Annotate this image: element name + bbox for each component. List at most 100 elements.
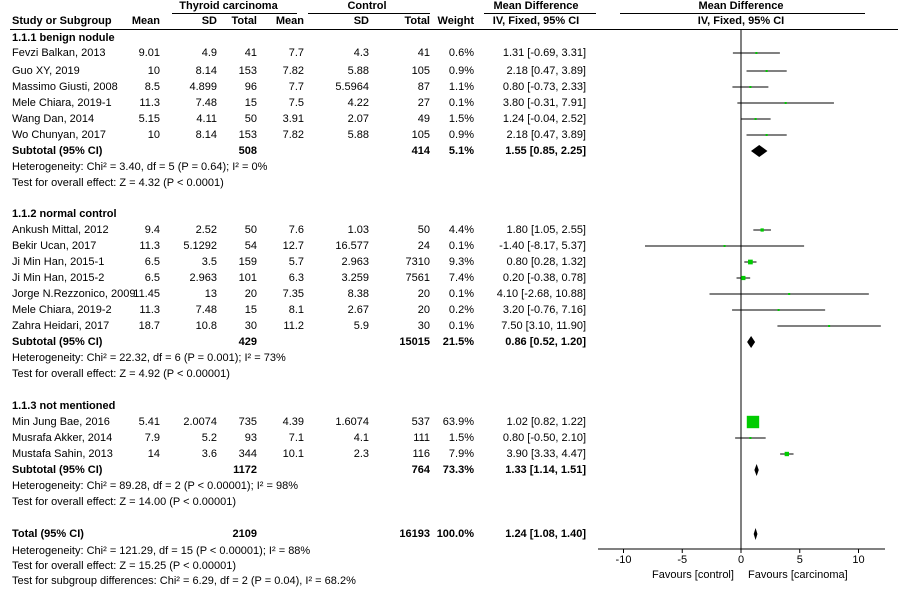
- study-sd2: 5.5964: [335, 81, 369, 93]
- x-tick-label: 10: [852, 554, 864, 566]
- summary-diamond: [753, 528, 758, 540]
- study-ci: 7.50 [3.10, 11.90]: [501, 320, 586, 332]
- study-sd2: 4.22: [347, 97, 369, 109]
- study-sd1: 2.963: [189, 272, 217, 284]
- study-n1: 54: [244, 240, 257, 252]
- effect-square: [784, 102, 787, 104]
- study-m2: 7.5: [288, 97, 304, 109]
- study-sd2: 5.9: [353, 320, 369, 332]
- study-m1: 6.5: [144, 256, 160, 268]
- favours-carcinoma-label: Favours [carcinoma]: [748, 569, 848, 581]
- study-n2: 111: [413, 432, 430, 444]
- study-weight: 0.6%: [448, 47, 474, 59]
- overall-effect-text: Test for overall effect: Z = 4.32 (P < 0…: [12, 177, 224, 189]
- header-divider: [10, 29, 898, 30]
- study-weight: 1.1%: [448, 81, 474, 93]
- study-m1: 10: [147, 129, 160, 141]
- study-n1: 30: [244, 320, 257, 332]
- study-sd1: 4.11: [196, 113, 217, 125]
- subgroup-differences: Test for subgroup differences: Chi² = 6.…: [12, 575, 356, 587]
- study-sd2: 8.38: [347, 288, 369, 300]
- overall-effect-text: Test for overall effect: Z = 4.92 (P < 0…: [12, 368, 230, 380]
- effect-square: [723, 245, 726, 247]
- study-sd2: 2.963: [341, 256, 369, 268]
- study-col-header: Study or Subgroup: [12, 15, 112, 27]
- group2-underline: [308, 13, 430, 14]
- study-m2: 6.3: [288, 272, 304, 284]
- study-n2: 41: [417, 47, 430, 59]
- mean2-col-header: Mean: [275, 15, 304, 27]
- study-m1: 9.01: [138, 47, 160, 59]
- study-ci: 0.80 [-0.50, 2.10]: [502, 432, 586, 444]
- study-n2: 20: [417, 304, 430, 316]
- study-sd1: 5.1292: [183, 240, 217, 252]
- study-ci: 1.24 [-0.04, 2.52]: [502, 113, 586, 125]
- study-m1: 9.4: [144, 224, 160, 236]
- effect-square: [746, 415, 760, 429]
- study-sd1: 2.52: [195, 224, 217, 236]
- study-sd1: 10.8: [195, 320, 217, 332]
- study-n2: 7561: [405, 272, 430, 284]
- study-sd1: 13: [204, 288, 217, 300]
- study-sd1: 3.6: [201, 448, 217, 460]
- study-n1: 101: [238, 272, 257, 284]
- study-n1: 96: [244, 81, 257, 93]
- study-m2: 7.35: [282, 288, 304, 300]
- study-n2: 30: [417, 320, 430, 332]
- study-m1: 11.45: [133, 288, 160, 300]
- study-n1: 50: [244, 224, 257, 236]
- study-m1: 11.3: [139, 240, 160, 252]
- study-sd2: 4.1: [353, 432, 369, 444]
- mean1-col-header: Mean: [131, 15, 160, 27]
- study-n1: 735: [238, 416, 257, 428]
- heterogeneity-text: Heterogeneity: Chi² = 89.28, df = 2 (P <…: [12, 480, 298, 492]
- effect-square: [741, 275, 746, 281]
- study-name: Wang Dan, 2014: [12, 113, 95, 125]
- subtotal-n1: 429: [238, 336, 257, 348]
- subtotal-n1: 1172: [233, 464, 257, 476]
- x-tick-label: 0: [738, 554, 744, 566]
- study-sd1: 2.0074: [183, 416, 217, 428]
- study-m2: 7.82: [282, 65, 304, 77]
- study-m1: 18.7: [138, 320, 160, 332]
- study-n1: 153: [238, 129, 257, 141]
- summary-diamond: [754, 464, 759, 476]
- study-m2: 12.7: [282, 240, 304, 252]
- sd2-col-header: SD: [353, 15, 369, 27]
- study-name: Wo Chunyan, 2017: [12, 129, 106, 141]
- study-sd1: 3.5: [201, 256, 217, 268]
- study-sd2: 3.259: [341, 272, 369, 284]
- subtotal-label: Subtotal (95% CI): [12, 336, 103, 348]
- total1-col-header: Total: [231, 15, 257, 27]
- subtotal-weight: 21.5%: [442, 336, 474, 348]
- study-weight: 63.9%: [442, 416, 474, 428]
- study-weight: 0.1%: [448, 288, 474, 300]
- study-weight: 7.4%: [448, 272, 474, 284]
- study-n2: 50: [417, 224, 430, 236]
- study-n1: 41: [244, 47, 257, 59]
- study-n2: 24: [417, 240, 430, 252]
- effect-square: [749, 437, 752, 439]
- study-m1: 7.9: [144, 432, 160, 444]
- study-weight: 7.9%: [448, 448, 474, 460]
- study-weight: 0.1%: [448, 240, 474, 252]
- effect-square: [748, 259, 753, 265]
- total-n2: 16193: [399, 528, 430, 540]
- study-n2: 116: [412, 448, 430, 460]
- study-sd2: 4.3: [353, 47, 369, 59]
- study-ci: 0.20 [-0.38, 0.78]: [502, 272, 586, 284]
- study-weight: 0.2%: [448, 304, 474, 316]
- subtotal-n1: 508: [238, 145, 257, 157]
- study-n2: 7310: [405, 256, 430, 268]
- study-m2: 7.6: [288, 224, 304, 236]
- study-ci: 3.90 [3.33, 4.47]: [506, 448, 586, 460]
- effect-square: [765, 134, 768, 136]
- md-header: Mean Difference: [493, 0, 579, 12]
- group1-header: Thyroid carcinoma: [179, 0, 278, 12]
- group2-header: Control: [347, 0, 387, 12]
- study-m1: 14: [147, 448, 160, 460]
- study-name: Bekir Ucan, 2017: [12, 240, 97, 252]
- study-sd2: 5.88: [347, 129, 369, 141]
